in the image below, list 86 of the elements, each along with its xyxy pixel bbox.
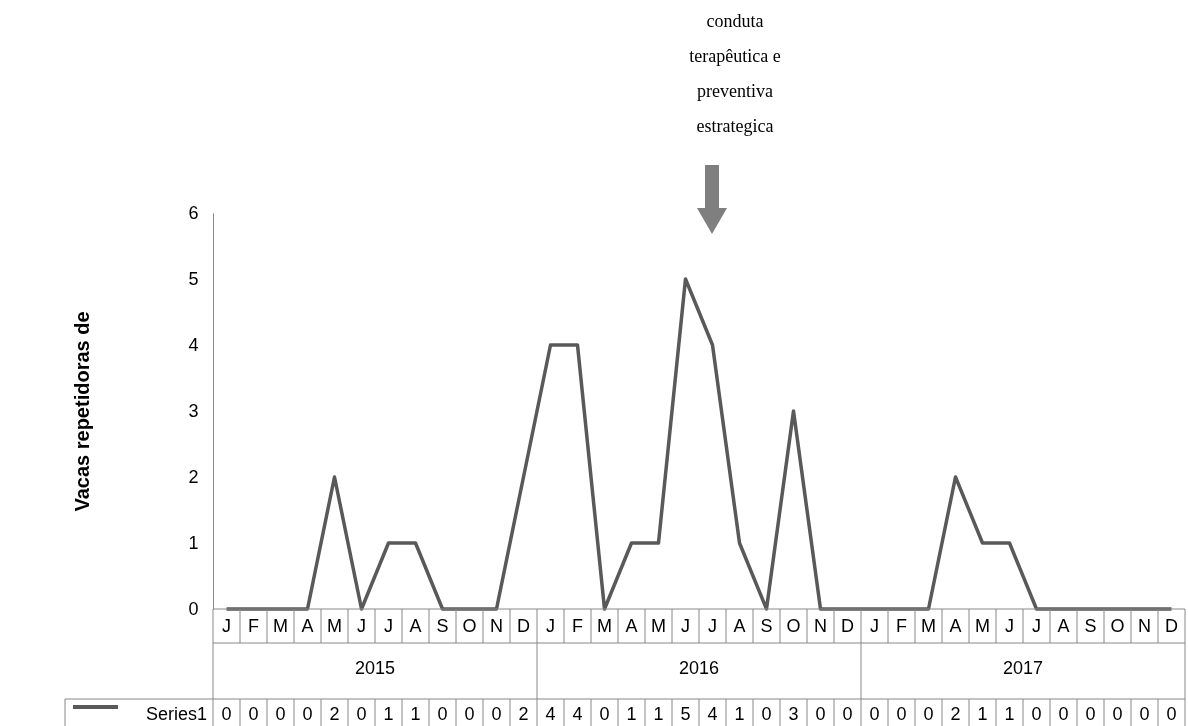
x-tick-label: A [409,616,422,636]
x-tick-label: O [462,616,477,636]
x-tick-label: M [651,616,666,636]
data-label: 0 [869,704,880,724]
x-tick-label: M [975,616,990,636]
text: 2017 [1002,658,1044,678]
y-tick-label: 3 [188,400,199,421]
x-tick-label: D [841,616,854,636]
x-tick-label: D [517,616,530,636]
x-tick-label: A [301,616,314,636]
data-label: 0 [356,704,367,724]
x-tick-label: S [436,616,449,636]
x-tick-label: F [572,616,583,636]
x-tick-label: O [1110,616,1125,636]
x-tick-label: J [222,616,231,636]
y-tick-label: 1 [188,532,199,553]
text: conduta terapêutica e preventiva estrategica [689,11,781,136]
x-tick-label: F [248,616,259,636]
x-tick-label: J [546,616,555,636]
y-tick-label: 2 [188,466,199,487]
x-tick-label: M [597,616,612,636]
data-label: 0 [302,704,313,724]
data-label: 0 [896,704,907,724]
legend-label: Series1 [145,704,207,724]
data-label: 0 [1112,704,1123,724]
x-tick-label: S [760,616,773,636]
x-tick-label: M [327,616,342,636]
x-tick-label: J [1032,616,1041,636]
x-tick-label: N [490,616,503,636]
x-tick-label: A [733,616,746,636]
data-label: 0 [1139,704,1150,724]
x-tick-label: J [870,616,879,636]
data-label: 0 [275,704,286,724]
data-label: 1 [1004,704,1015,724]
x-tick-label: J [1005,616,1014,636]
x-tick-label: F [896,616,907,636]
data-label: 0 [1031,704,1042,724]
x-tick-label: A [949,616,962,636]
y-tick-label: 5 [188,268,199,289]
x-tick-label: M [273,616,288,636]
data-label: 1 [734,704,745,724]
data-label: 2 [518,704,529,724]
data-label: 3 [788,704,799,724]
data-label: 1 [410,704,421,724]
x-tick-label: M [921,616,936,636]
x-tick-label: O [786,616,801,636]
data-label: 0 [221,704,232,724]
x-tick-label: S [1084,616,1097,636]
data-label: 5 [680,704,691,724]
data-label: 1 [977,704,988,724]
data-label: 4 [707,704,718,724]
x-tick-label: J [708,616,717,636]
data-label: 0 [491,704,502,724]
data-label: 1 [626,704,637,724]
line-series [224,277,1174,611]
x-tick-label: N [814,616,827,636]
y-tick-label: 4 [188,334,199,355]
data-label: 0 [923,704,934,724]
data-label: 0 [248,704,259,724]
x-tick-label: D [1165,616,1178,636]
y-tick-label: 6 [188,202,199,223]
data-label: 0 [761,704,772,724]
data-label: 0 [1058,704,1069,724]
data-label: 0 [464,704,475,724]
text: 2015 [354,658,396,678]
data-label: 0 [1085,704,1096,724]
y-axis-title: Vacas repetidoras de [71,311,94,512]
data-label: 0 [1166,704,1177,724]
data-label: 0 [437,704,448,724]
data-label: 1 [653,704,664,724]
text: 2016 [678,658,720,678]
x-tick-label: J [681,616,690,636]
data-label: 2 [329,704,340,724]
data-label: 0 [815,704,826,724]
y-tick-label: 0 [188,598,199,619]
data-label: 0 [599,704,610,724]
x-tick-label: N [1138,616,1151,636]
x-tick-label: J [357,616,366,636]
x-tick-label: A [625,616,638,636]
data-label: 4 [545,704,556,724]
data-label: 2 [950,704,961,724]
data-label: 4 [572,704,583,724]
x-tick-label: A [1057,616,1070,636]
x-tick-label: J [384,616,393,636]
data-label: 0 [842,704,853,724]
data-label: 1 [383,704,394,724]
